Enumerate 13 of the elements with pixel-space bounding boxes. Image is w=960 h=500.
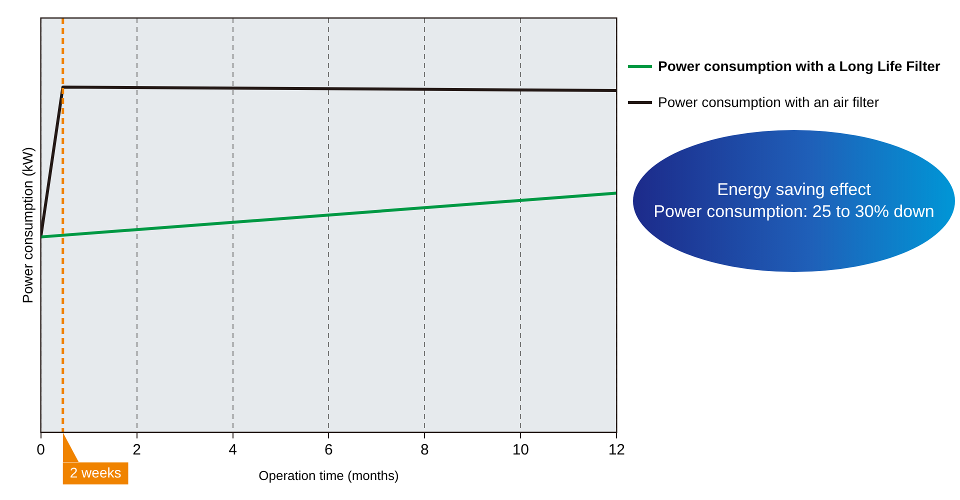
- legend-label: Power consumption with an air filter: [658, 94, 879, 110]
- x-tick-label: 4: [228, 442, 237, 459]
- x-axis-title: Operation time (months): [258, 468, 399, 483]
- x-tick-label: 2: [132, 442, 141, 459]
- legend-label: Power consumption with a Long Life Filter: [658, 58, 940, 74]
- x-tick-label: 10: [512, 442, 530, 459]
- x-tick-label: 6: [324, 442, 333, 459]
- ref-line-label: 2 weeks: [70, 464, 122, 480]
- x-tick-label: 8: [420, 442, 429, 459]
- oval-badge: Energy saving effect Power consumption: 25 to 30% down: [633, 130, 955, 272]
- y-axis-title: Power consumption (kW): [19, 147, 36, 304]
- x-tick-label: 0: [36, 442, 45, 459]
- x-tick-label: 12: [608, 442, 625, 459]
